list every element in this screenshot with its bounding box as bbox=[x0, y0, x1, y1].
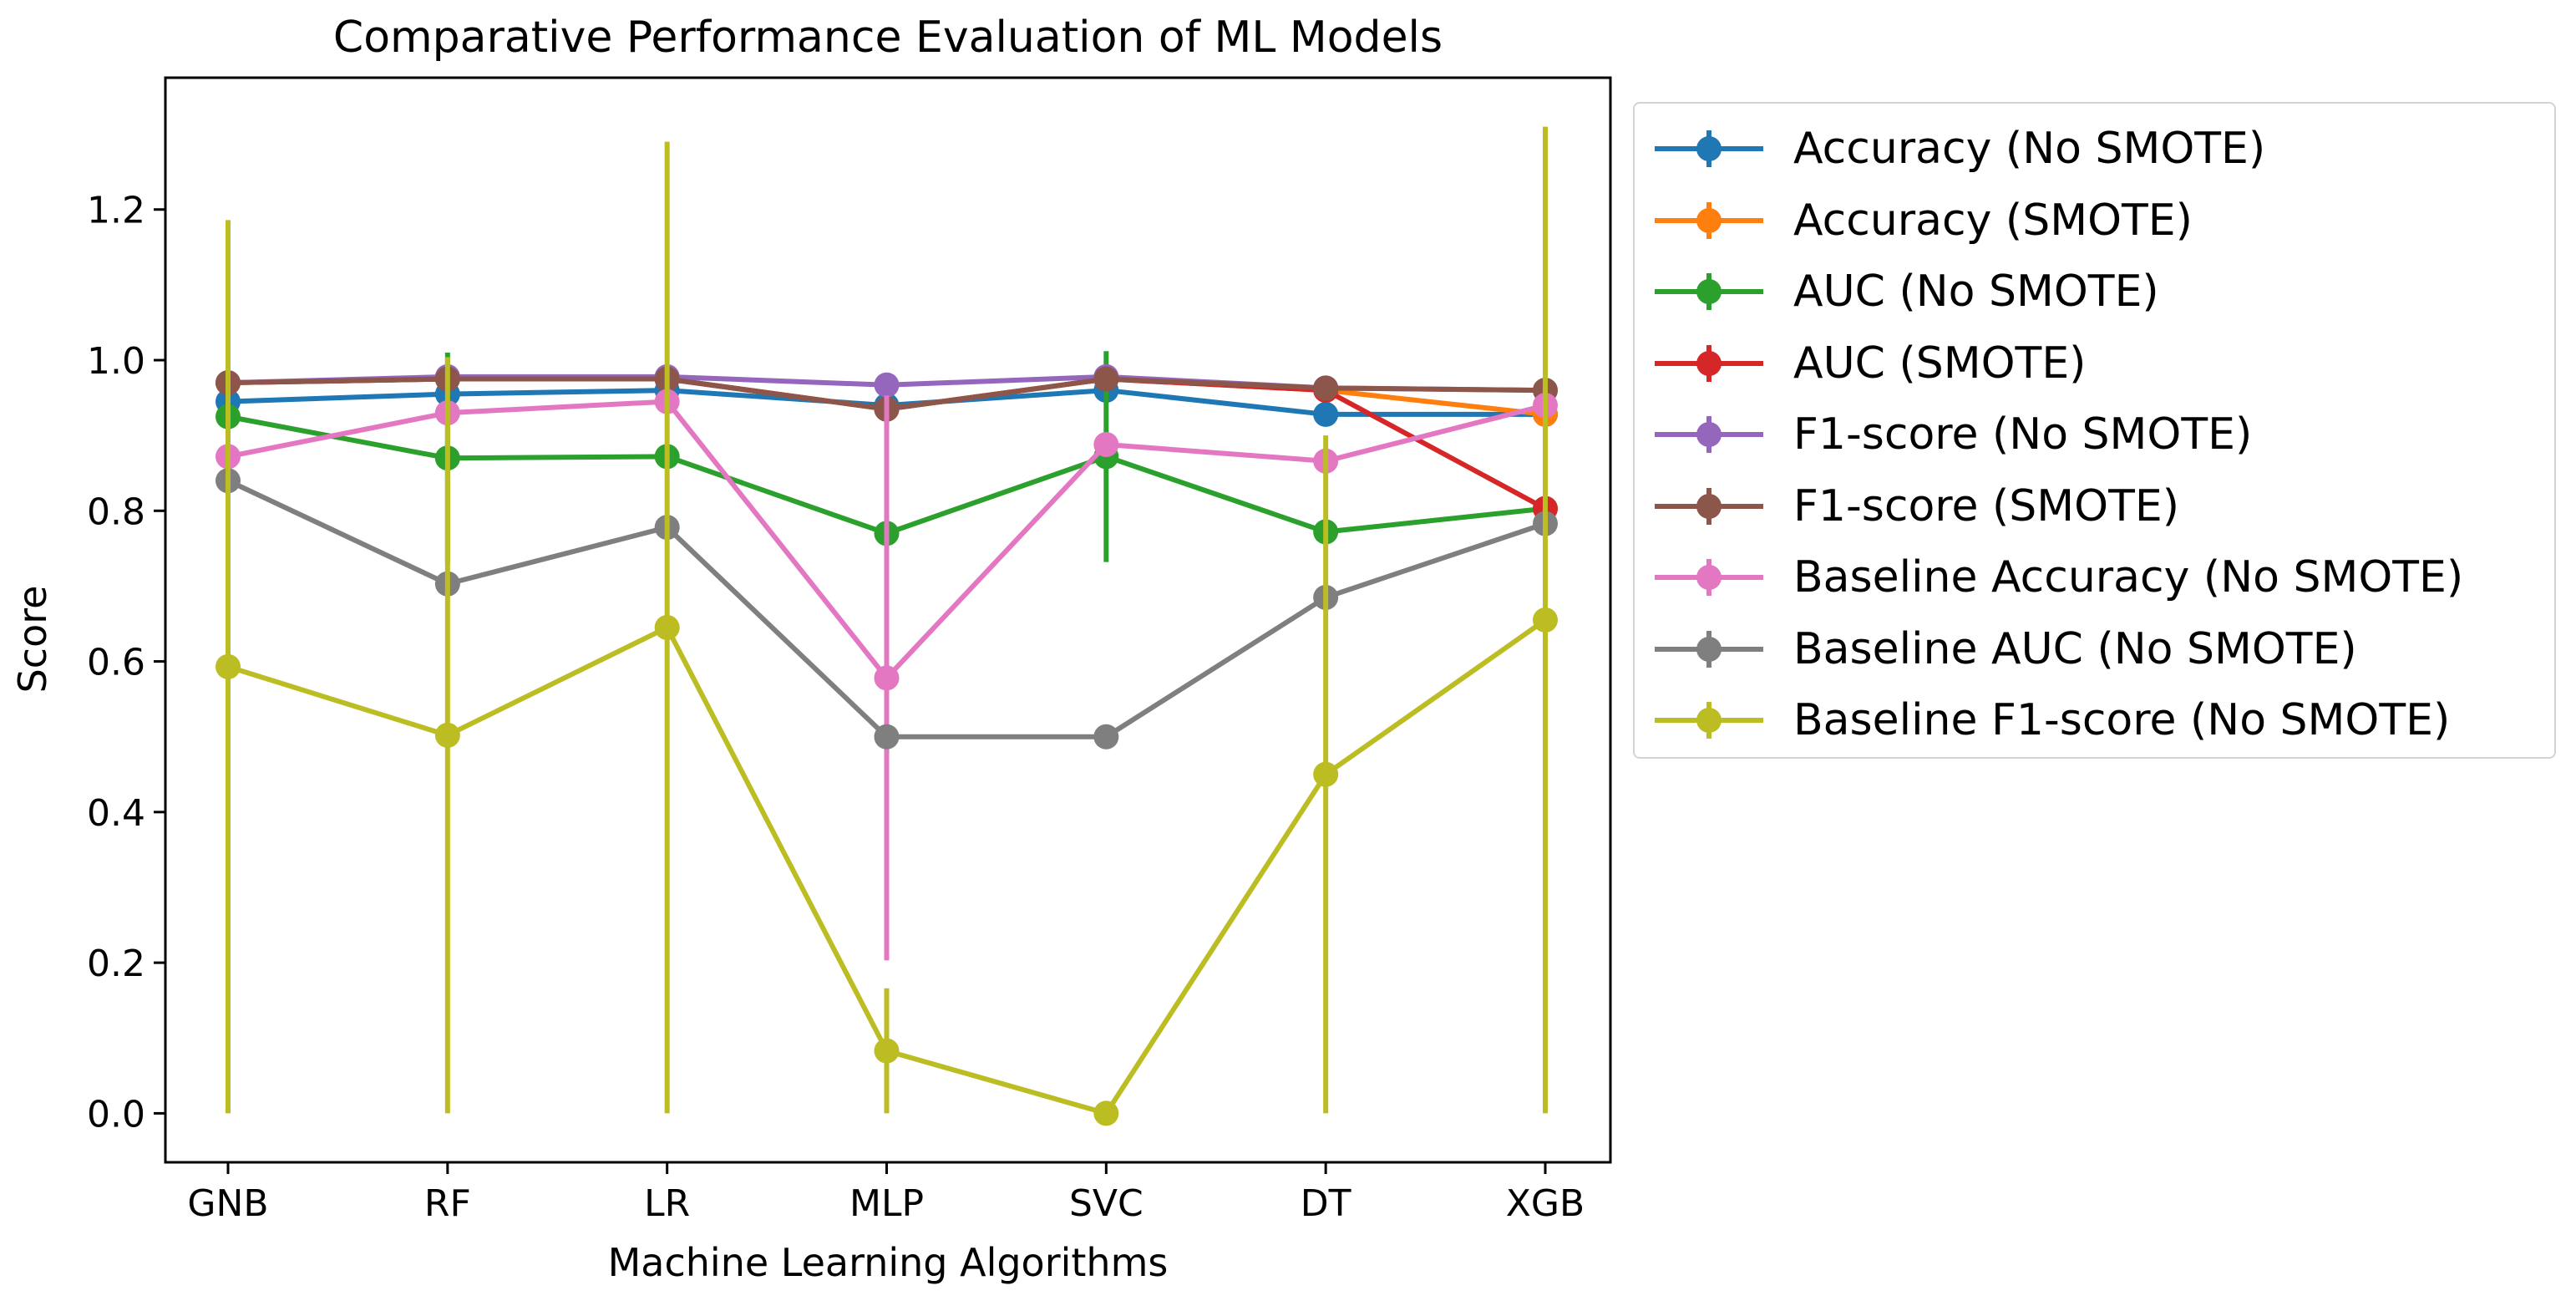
y-tick-label: 0.2 bbox=[87, 943, 145, 985]
y-tick-label: 0.4 bbox=[87, 792, 145, 835]
data-point bbox=[1093, 724, 1119, 750]
legend-marker bbox=[1655, 630, 1763, 668]
data-point bbox=[874, 372, 900, 398]
series-6 bbox=[216, 389, 1558, 961]
y-tick-label: 0.6 bbox=[87, 642, 145, 684]
legend-label: Accuracy (SMOTE) bbox=[1793, 195, 2193, 246]
x-tick-label: SVC bbox=[1069, 1182, 1143, 1225]
legend-item: Baseline AUC (No SMOTE) bbox=[1635, 616, 2554, 683]
x-tick-label: LR bbox=[644, 1182, 690, 1225]
plot-area bbox=[216, 126, 1558, 1126]
x-tick-label: RF bbox=[424, 1182, 471, 1225]
legend-item: F1-score (SMOTE) bbox=[1635, 473, 2554, 540]
data-point bbox=[1093, 1100, 1119, 1126]
data-point bbox=[1093, 366, 1119, 392]
legend-item: Accuracy (SMOTE) bbox=[1635, 187, 2554, 254]
data-point bbox=[434, 722, 460, 748]
legend-marker bbox=[1655, 487, 1763, 525]
legend-label: AUC (No SMOTE) bbox=[1793, 267, 2159, 317]
legend-label: Baseline F1-score (No SMOTE) bbox=[1793, 695, 2451, 745]
data-point bbox=[1313, 375, 1339, 401]
y-tick-label: 1.0 bbox=[87, 340, 145, 383]
axes: 0.0 0.2 0.4 0.6 0.8 1.0 1.2 GNB RF LR MLP SVC DT XGB bbox=[87, 76, 1612, 1225]
legend-label: F1-score (No SMOTE) bbox=[1793, 409, 2253, 460]
x-tick-label: MLP bbox=[849, 1182, 924, 1225]
x-tick-label: DT bbox=[1301, 1182, 1351, 1225]
x-tick-label: GNB bbox=[187, 1182, 268, 1225]
data-point bbox=[216, 653, 241, 679]
data-point bbox=[1093, 431, 1119, 457]
legend-label: Accuracy (No SMOTE) bbox=[1793, 124, 2266, 174]
data-point bbox=[874, 665, 900, 691]
legend-item: AUC (No SMOTE) bbox=[1635, 258, 2554, 325]
legend-label: AUC (SMOTE) bbox=[1793, 338, 2087, 389]
legend-item: AUC (SMOTE) bbox=[1635, 330, 2554, 397]
data-point bbox=[1533, 607, 1558, 633]
y-axis-label: Score bbox=[10, 586, 55, 694]
data-point bbox=[1313, 401, 1339, 427]
legend-label: Baseline AUC (No SMOTE) bbox=[1793, 623, 2357, 674]
y-tick-label: 0.0 bbox=[87, 1093, 145, 1136]
legend-label: F1-score (SMOTE) bbox=[1793, 480, 2180, 531]
chart-title: Comparative Performance Evaluation of ML… bbox=[333, 13, 1443, 63]
series-8 bbox=[216, 126, 1558, 1126]
data-point bbox=[654, 615, 680, 641]
legend-item: F1-score (No SMOTE) bbox=[1635, 401, 2554, 468]
legend-marker bbox=[1655, 201, 1763, 239]
data-point bbox=[1313, 761, 1339, 787]
legend-marker bbox=[1655, 702, 1763, 739]
data-point bbox=[874, 724, 900, 750]
legend-marker bbox=[1655, 344, 1763, 382]
y-tick-label: 0.8 bbox=[87, 490, 145, 533]
legend-label: Baseline Accuracy (No SMOTE) bbox=[1793, 552, 2464, 602]
legend-marker bbox=[1655, 130, 1763, 167]
y-tick-label: 1.2 bbox=[87, 190, 145, 232]
data-point bbox=[874, 1038, 900, 1064]
x-axis-label: Machine Learning Algorithms bbox=[608, 1240, 1169, 1285]
legend-item: Baseline Accuracy (No SMOTE) bbox=[1635, 544, 2554, 611]
legend-item: Accuracy (No SMOTE) bbox=[1635, 115, 2554, 182]
x-tick-label: XGB bbox=[1506, 1182, 1585, 1225]
legend-item: Baseline F1-score (No SMOTE) bbox=[1635, 687, 2554, 754]
legend: Accuracy (No SMOTE) Accuracy (SMOTE) AUC (… bbox=[1633, 102, 2556, 759]
legend-marker bbox=[1655, 559, 1763, 596]
legend-marker bbox=[1655, 273, 1763, 310]
legend-marker bbox=[1655, 416, 1763, 453]
